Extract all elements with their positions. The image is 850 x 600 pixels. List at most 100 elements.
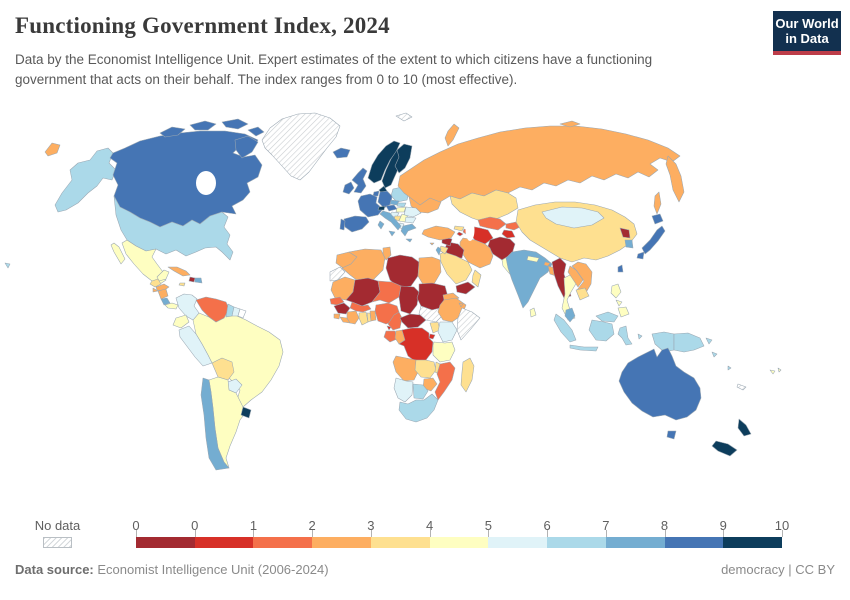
- country-russia-sakhalin[interactable]: [653, 191, 662, 215]
- country-egypt[interactable]: [417, 256, 442, 287]
- country-novaya-zemlya[interactable]: [444, 123, 460, 147]
- country-south-africa[interactable]: [398, 393, 439, 423]
- french-guiana[interactable]: [237, 308, 247, 319]
- country-benin[interactable]: [369, 310, 377, 322]
- country-mozambique[interactable]: [434, 361, 456, 401]
- country-greenland[interactable]: [261, 112, 341, 181]
- country-nicaragua[interactable]: [157, 288, 169, 300]
- country-colombia[interactable]: [175, 293, 200, 321]
- country-mexico-baja[interactable]: [110, 242, 126, 265]
- country-portugal[interactable]: [339, 218, 346, 231]
- legend-segment[interactable]: [194, 537, 254, 548]
- country-jamaica[interactable]: [178, 282, 186, 287]
- country-indonesia-moluccas[interactable]: [637, 333, 643, 340]
- country-new-zealand-north[interactable]: [737, 418, 752, 437]
- country-india[interactable]: [505, 249, 553, 309]
- country-new-zealand-south[interactable]: [711, 440, 738, 457]
- country-papua-new-guinea[interactable]: [673, 332, 705, 353]
- country-finland[interactable]: [394, 143, 413, 174]
- country-nepal[interactable]: [526, 255, 540, 263]
- country-guatemala[interactable]: [149, 278, 162, 288]
- country-chad[interactable]: [398, 285, 420, 315]
- legend-segment[interactable]: [723, 537, 783, 548]
- legend-segment[interactable]: [312, 537, 371, 548]
- country-canada-arctic2[interactable]: [189, 120, 217, 131]
- country-central-african-republic[interactable]: [399, 313, 427, 329]
- country-cyprus[interactable]: [429, 242, 435, 246]
- country-mali[interactable]: [345, 277, 381, 307]
- country-south-korea[interactable]: [624, 239, 634, 249]
- country-indonesia-west-papua[interactable]: [651, 331, 675, 353]
- country-fiji-2[interactable]: [777, 367, 782, 373]
- legend-segment[interactable]: [429, 537, 489, 548]
- country-japan-kyushu[interactable]: [636, 251, 645, 260]
- country-france[interactable]: [357, 193, 384, 218]
- country-gabon[interactable]: [383, 330, 398, 343]
- country-japan-hokkaido[interactable]: [651, 213, 664, 225]
- country-canada-arctic3[interactable]: [221, 118, 249, 130]
- country-niger[interactable]: [371, 280, 402, 304]
- country-fiji[interactable]: [769, 369, 776, 375]
- country-hungary[interactable]: [395, 206, 407, 213]
- country-malaysia-borneo[interactable]: [595, 311, 619, 323]
- country-zambia[interactable]: [414, 359, 437, 379]
- country-saudi-arabia[interactable]: [439, 251, 473, 285]
- country-indonesia-java[interactable]: [569, 344, 599, 352]
- legend-segment[interactable]: [253, 537, 313, 548]
- country-turkey[interactable]: [421, 225, 456, 241]
- country-burkina-faso[interactable]: [349, 301, 372, 313]
- country-georgia[interactable]: [453, 225, 465, 232]
- country-ecuador[interactable]: [172, 314, 190, 329]
- country-philippines-mindanao[interactable]: [617, 306, 630, 318]
- country-slovakia[interactable]: [396, 202, 407, 208]
- country-dominican-republic[interactable]: [194, 277, 203, 284]
- country-ireland[interactable]: [342, 181, 355, 195]
- country-namibia[interactable]: [393, 377, 414, 403]
- legend-segment[interactable]: [547, 537, 606, 548]
- country-ghana[interactable]: [358, 311, 369, 326]
- country-russia-new-siberian[interactable]: [559, 120, 581, 128]
- legend-segment[interactable]: [370, 537, 430, 548]
- country-philippines-visayas[interactable]: [615, 299, 623, 307]
- country-chukotka-wrap[interactable]: [44, 142, 61, 157]
- country-western-sahara[interactable]: [329, 266, 346, 282]
- country-cuba[interactable]: [167, 266, 191, 277]
- country-djibouti[interactable]: [458, 302, 464, 308]
- country-norway[interactable]: [367, 140, 401, 184]
- country-indonesia-sulawesi[interactable]: [617, 325, 633, 346]
- country-somalia[interactable]: [456, 307, 481, 341]
- country-angola[interactable]: [392, 355, 420, 382]
- country-cambodia[interactable]: [575, 287, 590, 301]
- country-costa-rica[interactable]: [160, 297, 171, 306]
- country-switzerland[interactable]: [377, 205, 386, 211]
- country-png-new-britain[interactable]: [705, 337, 713, 345]
- country-south-sudan[interactable]: [418, 305, 444, 323]
- country-chile[interactable]: [200, 377, 230, 471]
- country-svalbard[interactable]: [395, 112, 413, 122]
- country-uruguay[interactable]: [240, 406, 252, 419]
- country-sierra-leone[interactable]: [333, 313, 341, 320]
- country-guinea[interactable]: [333, 302, 351, 315]
- country-malaysia[interactable]: [564, 307, 576, 323]
- legend-segment[interactable]: [664, 537, 724, 548]
- country-madagascar[interactable]: [460, 357, 475, 393]
- country-australia-tasmania[interactable]: [666, 430, 677, 440]
- country-italy[interactable]: [379, 210, 402, 231]
- country-yemen[interactable]: [455, 281, 476, 295]
- country-taiwan[interactable]: [617, 264, 624, 273]
- country-romania[interactable]: [403, 206, 422, 218]
- country-hawaii[interactable]: [4, 262, 11, 269]
- country-senegal[interactable]: [329, 296, 345, 306]
- country-new-caledonia[interactable]: [736, 383, 747, 391]
- country-italy-sicily[interactable]: [388, 230, 396, 237]
- country-netherlands[interactable]: [372, 190, 380, 197]
- country-alaska[interactable]: [54, 147, 117, 213]
- country-canada-arctic1[interactable]: [159, 126, 186, 138]
- country-spain[interactable]: [343, 215, 370, 233]
- country-drc[interactable]: [398, 327, 434, 363]
- country-tanzania[interactable]: [432, 341, 456, 363]
- country-greece-crete[interactable]: [405, 238, 413, 243]
- country-vanuatu[interactable]: [727, 365, 732, 371]
- country-el-salvador[interactable]: [152, 287, 159, 293]
